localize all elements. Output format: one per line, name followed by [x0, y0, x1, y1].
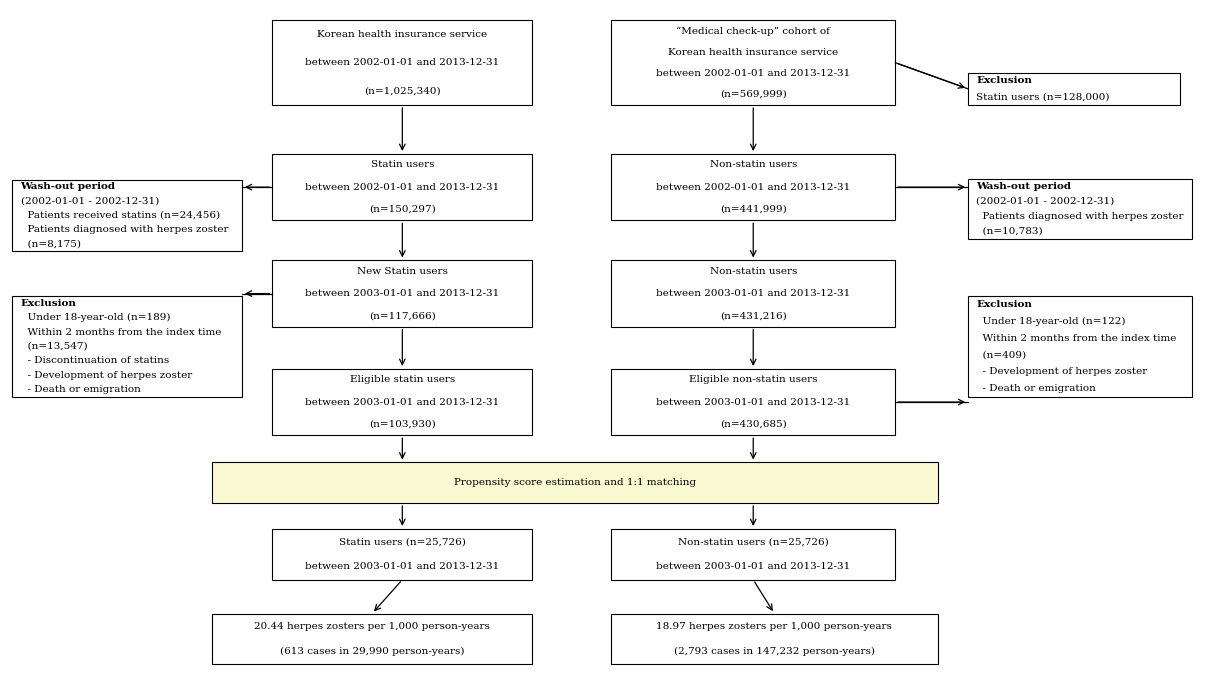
- Text: (n=431,216): (n=431,216): [720, 311, 786, 320]
- Text: (n=430,685): (n=430,685): [720, 420, 786, 428]
- Text: - Discontinuation of statins: - Discontinuation of statins: [21, 357, 169, 365]
- Text: (n=10,783): (n=10,783): [976, 226, 1043, 236]
- FancyBboxPatch shape: [611, 614, 938, 664]
- FancyBboxPatch shape: [611, 260, 895, 327]
- FancyBboxPatch shape: [272, 529, 532, 580]
- Text: Statin users (n=25,726): Statin users (n=25,726): [339, 537, 466, 546]
- FancyBboxPatch shape: [12, 180, 242, 251]
- Text: Eligible non-statin users: Eligible non-statin users: [688, 376, 818, 384]
- Text: (n=409): (n=409): [976, 351, 1026, 359]
- Text: between 2002-01-01 and 2013-12-31: between 2002-01-01 and 2013-12-31: [305, 182, 500, 192]
- Text: Patients received statins (n=24,456): Patients received statins (n=24,456): [21, 211, 220, 220]
- Text: - Development of herpes zoster: - Development of herpes zoster: [976, 367, 1148, 376]
- Text: - Development of herpes zoster: - Development of herpes zoster: [21, 371, 192, 380]
- Text: between 2003-01-01 and 2013-12-31: between 2003-01-01 and 2013-12-31: [305, 563, 500, 572]
- FancyBboxPatch shape: [611, 20, 895, 105]
- Text: between 2003-01-01 and 2013-12-31: between 2003-01-01 and 2013-12-31: [656, 289, 851, 298]
- Text: Statin users: Statin users: [370, 161, 434, 170]
- Text: (n=569,999): (n=569,999): [720, 90, 786, 99]
- Text: - Death or emigration: - Death or emigration: [21, 385, 140, 394]
- Text: between 2002-01-01 and 2013-12-31: between 2002-01-01 and 2013-12-31: [305, 58, 500, 67]
- Text: between 2003-01-01 and 2013-12-31: between 2003-01-01 and 2013-12-31: [656, 397, 851, 407]
- Text: (n=13,547): (n=13,547): [21, 342, 87, 351]
- Text: (2002-01-01 - 2002-12-31): (2002-01-01 - 2002-12-31): [976, 197, 1114, 206]
- Text: Wash-out period: Wash-out period: [21, 182, 116, 191]
- Text: - Death or emigration: - Death or emigration: [976, 384, 1096, 393]
- Text: (n=441,999): (n=441,999): [720, 205, 786, 214]
- Text: Korean health insurance service: Korean health insurance service: [668, 47, 839, 57]
- Text: between 2003-01-01 and 2013-12-31: between 2003-01-01 and 2013-12-31: [656, 563, 851, 572]
- FancyBboxPatch shape: [12, 296, 242, 397]
- Text: Within 2 months from the index time: Within 2 months from the index time: [21, 327, 221, 336]
- FancyBboxPatch shape: [968, 179, 1192, 239]
- FancyBboxPatch shape: [272, 260, 532, 327]
- FancyBboxPatch shape: [272, 154, 532, 220]
- FancyBboxPatch shape: [272, 20, 532, 105]
- FancyBboxPatch shape: [212, 462, 938, 503]
- Text: “Medical check-up” cohort of: “Medical check-up” cohort of: [676, 26, 830, 36]
- FancyBboxPatch shape: [968, 73, 1180, 105]
- FancyBboxPatch shape: [611, 369, 895, 435]
- Text: New Statin users: New Statin users: [357, 267, 448, 276]
- FancyBboxPatch shape: [611, 154, 895, 220]
- Text: (n=150,297): (n=150,297): [369, 205, 436, 214]
- Text: Korean health insurance service: Korean health insurance service: [317, 30, 488, 39]
- Text: (2,793 cases in 147,232 person-years): (2,793 cases in 147,232 person-years): [674, 647, 875, 656]
- Text: Non-statin users (n=25,726): Non-statin users (n=25,726): [678, 537, 829, 546]
- Text: (n=103,930): (n=103,930): [369, 420, 436, 428]
- Text: (613 cases in 29,990 person-years): (613 cases in 29,990 person-years): [280, 647, 465, 656]
- Text: Statin users (n=128,000): Statin users (n=128,000): [976, 92, 1110, 102]
- Text: Non-statin users: Non-statin users: [709, 161, 797, 170]
- FancyBboxPatch shape: [968, 296, 1192, 397]
- Text: Under 18-year-old (n=122): Under 18-year-old (n=122): [976, 317, 1127, 326]
- Text: (n=1,025,340): (n=1,025,340): [364, 87, 440, 96]
- Text: Patients diagnosed with herpes zoster: Patients diagnosed with herpes zoster: [976, 212, 1183, 221]
- Text: between 2002-01-01 and 2013-12-31: between 2002-01-01 and 2013-12-31: [656, 68, 851, 78]
- Text: Exclusion: Exclusion: [976, 300, 1032, 309]
- Text: (n=117,666): (n=117,666): [369, 311, 436, 320]
- Text: Under 18-year-old (n=189): Under 18-year-old (n=189): [21, 313, 171, 322]
- Text: 18.97 herpes zosters per 1,000 person-years: 18.97 herpes zosters per 1,000 person-ye…: [657, 622, 892, 631]
- Text: Non-statin users: Non-statin users: [709, 267, 797, 276]
- Text: Within 2 months from the index time: Within 2 months from the index time: [976, 334, 1177, 342]
- Text: Exclusion: Exclusion: [976, 76, 1032, 85]
- FancyBboxPatch shape: [272, 369, 532, 435]
- Text: Wash-out period: Wash-out period: [976, 182, 1072, 191]
- Text: Propensity score estimation and 1:1 matching: Propensity score estimation and 1:1 matc…: [454, 478, 696, 487]
- Text: between 2003-01-01 and 2013-12-31: between 2003-01-01 and 2013-12-31: [305, 289, 500, 298]
- Text: Eligible statin users: Eligible statin users: [350, 376, 455, 384]
- FancyBboxPatch shape: [611, 529, 895, 580]
- Text: between 2003-01-01 and 2013-12-31: between 2003-01-01 and 2013-12-31: [305, 397, 500, 407]
- Text: Exclusion: Exclusion: [21, 299, 76, 308]
- FancyBboxPatch shape: [212, 614, 532, 664]
- Text: 20.44 herpes zosters per 1,000 person-years: 20.44 herpes zosters per 1,000 person-ye…: [254, 622, 490, 631]
- Text: (n=8,175): (n=8,175): [21, 239, 81, 248]
- Text: Patients diagnosed with herpes zoster: Patients diagnosed with herpes zoster: [21, 225, 227, 234]
- Text: (2002-01-01 - 2002-12-31): (2002-01-01 - 2002-12-31): [21, 197, 159, 205]
- Text: between 2002-01-01 and 2013-12-31: between 2002-01-01 and 2013-12-31: [656, 182, 851, 192]
